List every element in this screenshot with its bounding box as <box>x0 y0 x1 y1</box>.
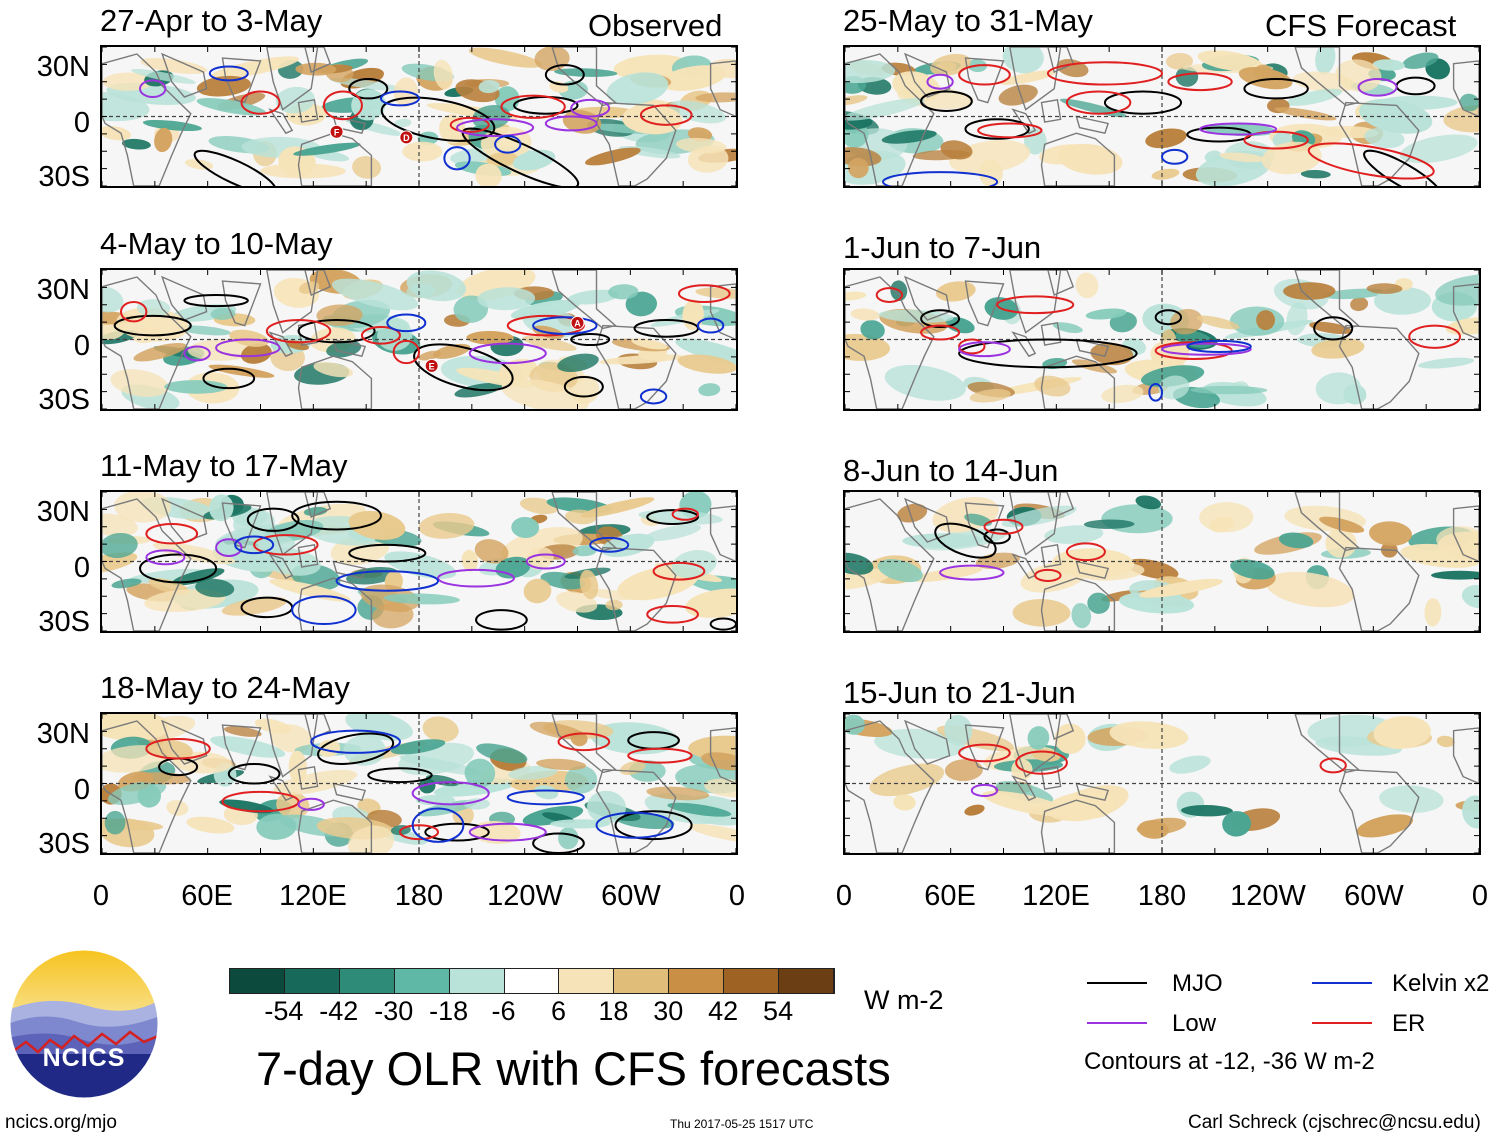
forecast-map-1 <box>843 45 1481 188</box>
lon-label: 180 <box>394 880 444 912</box>
colorbar <box>229 968 835 994</box>
colorbar-swatch <box>284 969 340 993</box>
lon-label: 60W <box>1344 880 1404 912</box>
colorbar-swatch <box>724 969 780 993</box>
er-legend-line <box>1312 1022 1372 1024</box>
colorbar-tick: 18 <box>598 996 629 1026</box>
colorbar-tick: -18 <box>429 996 469 1026</box>
colorbar-swatch <box>559 969 615 993</box>
ncics-logo: NCICS <box>8 948 160 1100</box>
observed-map-4 <box>100 712 738 855</box>
lat-label: 30N <box>36 51 90 83</box>
lon-label: 180 <box>1137 880 1187 912</box>
colorbar-tick: -42 <box>319 996 359 1026</box>
lon-label: 0 <box>728 880 746 912</box>
observed-panel-2-title: 4-May to 10-May <box>100 226 333 261</box>
forecast-map-2 <box>843 268 1481 411</box>
forecast-panel-4-title: 15-Jun to 21-Jun <box>843 675 1076 710</box>
svg-text:F: F <box>334 127 340 137</box>
observed-panel-4-title: 18-May to 24-May <box>100 670 350 705</box>
observed-heading: Observed <box>588 8 723 43</box>
observed-panel-1-title: 27-Apr to 3-May <box>100 3 323 38</box>
lon-label: 60E <box>924 880 976 912</box>
colorbar-swatch <box>339 969 395 993</box>
observed-map-3 <box>100 490 738 633</box>
colorbar-tick: 6 <box>550 996 566 1026</box>
lon-label: 0 <box>835 880 853 912</box>
lon-label: 120E <box>279 880 347 912</box>
kelvin-legend-line <box>1312 982 1372 984</box>
lat-label: 30S <box>38 384 90 416</box>
footer-credit: Carl Schreck (cjschrec@ncsu.edu) <box>1188 1112 1481 1133</box>
mjo-legend-line <box>1087 982 1147 984</box>
forecast-heading: CFS Forecast <box>1265 8 1457 43</box>
colorbar-swatch <box>394 969 450 993</box>
svg-text:E: E <box>429 361 435 371</box>
colorbar-swatch <box>779 969 834 993</box>
forecast-panel-3-title: 8-Jun to 14-Jun <box>843 453 1059 488</box>
svg-text:D: D <box>403 133 410 143</box>
colorbar-tick: -6 <box>491 996 516 1026</box>
colorbar-swatch <box>504 969 560 993</box>
lon-label: 60W <box>601 880 661 912</box>
contour-note: Contours at -12, -36 W m-2 <box>1084 1048 1375 1075</box>
forecast-map-3 <box>843 490 1481 633</box>
colorbar-swatch <box>669 969 725 993</box>
colorbar-tick: -54 <box>264 996 304 1026</box>
colorbar-swatch <box>614 969 670 993</box>
forecast-panel-1-title: 25-May to 31-May <box>843 3 1093 38</box>
lat-label: 0 <box>73 330 90 362</box>
low-legend-label: Low <box>1172 1010 1217 1037</box>
lat-label: 30S <box>38 606 90 638</box>
lon-label: 0 <box>92 880 110 912</box>
observed-panel-3-title: 11-May to 17-May <box>100 448 348 483</box>
footer-url[interactable]: ncics.org/mjo <box>5 1112 117 1133</box>
colorbar-tick: 30 <box>653 996 684 1026</box>
colorbar-tick: 42 <box>708 996 739 1026</box>
lon-label: 0 <box>1471 880 1489 912</box>
footer-timestamp: Thu 2017-05-25 1517 UTC <box>670 1117 814 1131</box>
lon-label: 120E <box>1022 880 1090 912</box>
lat-label: 0 <box>73 774 90 806</box>
lat-label: 30N <box>36 274 90 306</box>
lon-label: 120W <box>1230 880 1306 912</box>
colorbar-tick: -30 <box>374 996 414 1026</box>
logo-text: NCICS <box>42 1044 126 1072</box>
er-legend-label: ER <box>1392 1010 1426 1037</box>
mjo-legend-label: MJO <box>1172 970 1223 997</box>
colorbar-swatch <box>230 969 285 993</box>
lat-label: 30S <box>38 161 90 193</box>
kelvin-legend-label: Kelvin x2 <box>1392 970 1490 997</box>
forecast-map-4 <box>843 712 1481 855</box>
lat-label: 30N <box>36 718 90 750</box>
colorbar-tick: 54 <box>763 996 794 1026</box>
main-title: 7-day OLR with CFS forecasts <box>256 1042 891 1095</box>
lon-label: 60E <box>181 880 233 912</box>
lat-label: 0 <box>73 552 90 584</box>
svg-text:A: A <box>574 318 581 328</box>
colorbar-units: W m-2 <box>864 985 944 1015</box>
lon-label: 120W <box>487 880 563 912</box>
lat-label: 0 <box>73 107 90 139</box>
colorbar-swatch <box>449 969 505 993</box>
forecast-panel-2-title: 1-Jun to 7-Jun <box>843 230 1042 265</box>
low-legend-line <box>1087 1022 1147 1024</box>
lat-label: 30N <box>36 496 90 528</box>
lat-label: 30S <box>38 828 90 860</box>
